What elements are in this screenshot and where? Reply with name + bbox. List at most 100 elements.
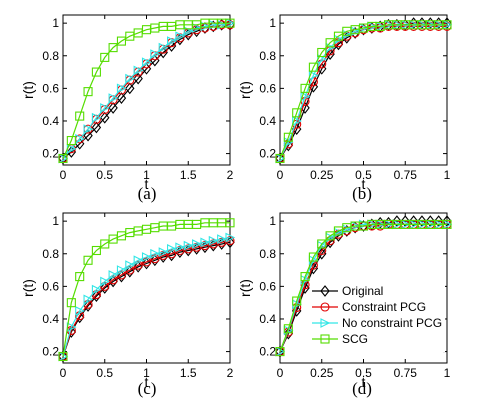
data-point bbox=[325, 231, 335, 241]
data-point bbox=[100, 103, 110, 113]
y-axis-label: r(t) bbox=[20, 279, 36, 297]
data-point bbox=[100, 276, 110, 287]
data-point bbox=[308, 62, 318, 72]
data-point bbox=[325, 48, 335, 61]
data-point bbox=[91, 245, 101, 256]
data-point bbox=[300, 272, 310, 282]
x-tick-label: 0.5 bbox=[355, 168, 372, 182]
data-point bbox=[83, 129, 93, 142]
y-tick-label: 0.6 bbox=[42, 279, 59, 293]
data-point bbox=[192, 239, 202, 249]
data-point bbox=[100, 111, 110, 124]
data-point bbox=[66, 298, 76, 308]
panel-d: 0 0.25 0.5 0.75 1 0.2 0.4 0.6 0.8 1 t r(t) (d) Origin… bbox=[237, 212, 453, 398]
x-tick-label: 0 bbox=[60, 168, 67, 182]
data-point bbox=[58, 152, 68, 165]
data-point bbox=[125, 260, 136, 271]
data-point bbox=[308, 70, 319, 81]
data-point bbox=[116, 83, 127, 94]
x-tick-label: 1 bbox=[444, 366, 451, 380]
y-tick-label: 0.8 bbox=[259, 247, 276, 261]
x-tick-label: 2 bbox=[227, 168, 234, 182]
data-point bbox=[317, 47, 327, 58]
data-point bbox=[108, 93, 119, 104]
data-point bbox=[58, 351, 68, 362]
data-point bbox=[150, 49, 161, 60]
data-point bbox=[66, 135, 76, 146]
x-tick-label: 0 bbox=[277, 366, 284, 380]
data-point bbox=[141, 252, 152, 262]
x-tick-label: 0.5 bbox=[96, 168, 113, 182]
data-point bbox=[83, 294, 94, 305]
y-tick-label: 0.2 bbox=[259, 345, 276, 359]
data-point bbox=[275, 152, 285, 165]
data-point bbox=[100, 239, 110, 249]
legend-marker bbox=[320, 334, 330, 344]
y-tick-label: 0.6 bbox=[259, 279, 276, 293]
data-point bbox=[108, 102, 118, 114]
x-tick-label: 0 bbox=[277, 168, 284, 182]
data-point bbox=[133, 260, 143, 273]
x-tick-label: 1.5 bbox=[180, 168, 197, 182]
data-point bbox=[158, 42, 169, 53]
data-point bbox=[292, 296, 302, 306]
series-line bbox=[279, 24, 447, 159]
y-axis-label: r(t) bbox=[20, 81, 36, 99]
series-line bbox=[279, 223, 447, 352]
y-tick-label: 1 bbox=[52, 16, 59, 30]
panel-label: (c) bbox=[138, 379, 157, 398]
y-tick-label: 0.2 bbox=[42, 147, 59, 161]
plot-area bbox=[62, 212, 231, 364]
x-tick-label: 1.5 bbox=[180, 366, 197, 380]
data-point bbox=[325, 38, 335, 48]
y-tick-label: 0.6 bbox=[42, 81, 59, 95]
data-point bbox=[225, 218, 235, 228]
data-point bbox=[91, 67, 101, 77]
panel-label: (a) bbox=[138, 184, 157, 203]
data-point bbox=[58, 153, 68, 164]
series-line bbox=[62, 236, 231, 357]
data-point bbox=[116, 270, 127, 283]
y-tick-label: 0.8 bbox=[259, 49, 276, 63]
legend: Original Constraint PCG No constraint PCG S… bbox=[310, 282, 445, 352]
data-point bbox=[133, 72, 143, 85]
y-tick-label: 1 bbox=[269, 16, 276, 30]
data-point bbox=[83, 255, 93, 265]
data-point bbox=[91, 112, 102, 123]
y-tick-label: 0.2 bbox=[259, 147, 276, 161]
series-line bbox=[62, 22, 230, 159]
y-tick-label: 0.4 bbox=[259, 312, 276, 326]
panel-label: (d) bbox=[352, 379, 372, 398]
data-point bbox=[167, 249, 177, 259]
y-tick-label: 0.4 bbox=[42, 114, 59, 128]
data-point bbox=[167, 36, 177, 46]
x-tick-label: 0 bbox=[60, 366, 67, 380]
y-axis-label: r(t) bbox=[237, 279, 253, 297]
y-tick-label: 0.4 bbox=[259, 114, 276, 128]
plot-area bbox=[62, 14, 231, 166]
data-point bbox=[217, 234, 227, 244]
legend-label: SCG bbox=[342, 332, 368, 346]
data-point bbox=[83, 87, 93, 97]
data-point bbox=[66, 146, 77, 158]
data-point bbox=[108, 275, 118, 288]
series-line bbox=[62, 222, 230, 357]
x-tick-label: 1 bbox=[444, 168, 451, 182]
legend-label: Constraint PCG bbox=[342, 300, 426, 314]
y-tick-label: 0.4 bbox=[42, 312, 59, 326]
data-point bbox=[283, 324, 293, 334]
data-point bbox=[317, 247, 327, 260]
data-point bbox=[91, 284, 102, 295]
series-scg bbox=[58, 218, 235, 362]
series-scg bbox=[58, 18, 235, 164]
data-point bbox=[300, 83, 310, 93]
data-point bbox=[116, 265, 127, 275]
data-point bbox=[308, 252, 318, 262]
data-point bbox=[442, 219, 452, 229]
data-point bbox=[283, 137, 294, 148]
data-point bbox=[292, 116, 302, 126]
x-tick-label: 2 bbox=[227, 366, 234, 380]
series-no-constraint-pcg bbox=[58, 232, 236, 362]
data-point bbox=[125, 265, 135, 278]
